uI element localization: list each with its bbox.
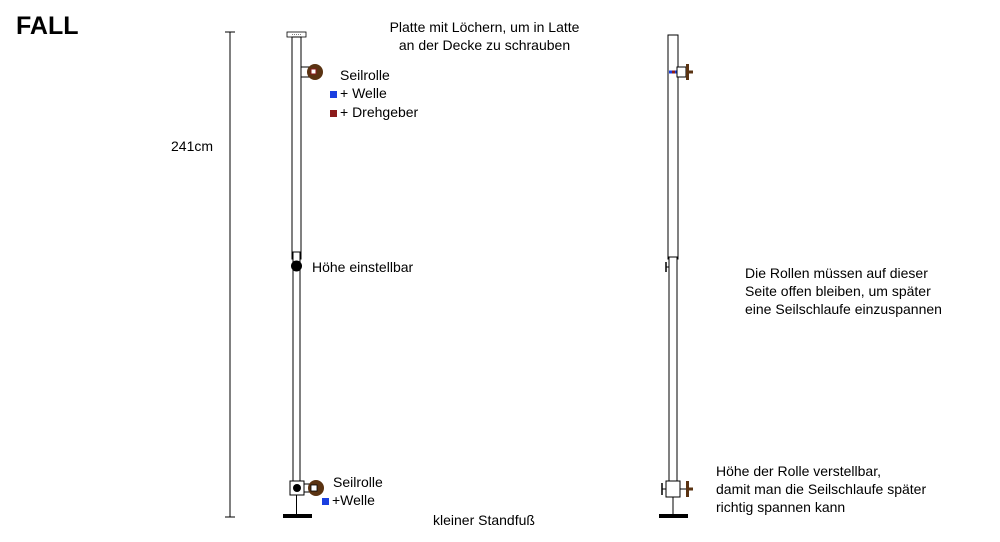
top-pulley-label: Seilrolle [340, 67, 390, 83]
top-shaft-text: + Welle [340, 85, 387, 101]
side-bottom-bracket [665, 480, 681, 498]
top-shaft-label: + Welle [330, 84, 387, 102]
side-lower-tube [668, 256, 678, 498]
roller-height-note-line-2: damit man die Seilschlaufe später [716, 481, 927, 497]
rollers-note-line-1: Die Rollen müssen auf dieser [745, 265, 928, 281]
rollers-note: Die Rollen müssen auf dieser Seite offen… [745, 264, 942, 318]
height-adjust-knob [291, 260, 302, 272]
top-axle [310, 68, 317, 75]
height-dimension-line [225, 31, 235, 518]
encoder-marker-icon [330, 110, 337, 117]
encoder-text: + Drehgeber [340, 104, 419, 120]
side-base-foot [659, 514, 688, 518]
bottom-shaft-text: +Welle [332, 492, 375, 508]
front-view-pole [283, 31, 324, 518]
lower-tube [292, 251, 301, 493]
base-foot [283, 514, 312, 518]
plate-annotation-line-1: Platte mit Löchern, um in Latte [389, 19, 580, 35]
foot-label: kleiner Standfuß [433, 512, 535, 528]
bottom-shaft-label: +Welle [322, 491, 375, 509]
bottom-axle [310, 484, 318, 492]
side-bottom-pulley [686, 481, 689, 497]
bottom-shaft-marker-icon [322, 498, 329, 505]
bottom-pulley-label: Seilrolle [333, 474, 383, 490]
plate-annotation-line-2: an der Decke zu schrauben [398, 37, 571, 53]
height-adjustable-label: Höhe einstellbar [312, 259, 414, 275]
rollers-note-line-2: Seite offen bleiben, um später [745, 283, 931, 299]
encoder-label: + Drehgeber [330, 103, 418, 121]
side-top-pulley [686, 64, 689, 80]
upper-tube [291, 36, 302, 260]
roller-height-note: Höhe der Rolle verstellbar, damit man di… [716, 462, 926, 516]
height-dimension-label: 241cm [171, 138, 214, 154]
side-top-bracket [676, 66, 687, 78]
plate-annotation: Platte mit Löchern, um in Latte an der D… [362, 18, 607, 54]
roller-height-note-line-1: Höhe der Rolle verstellbar, [716, 463, 881, 479]
side-view-pole [659, 34, 693, 518]
page-title: FALL [16, 12, 79, 40]
roller-height-note-line-3: richtig spannen kann [716, 499, 846, 515]
bottom-knob [293, 484, 301, 492]
shaft-marker-icon [330, 91, 337, 98]
rollers-note-line-3: eine Seilschlaufe einzuspannen [745, 301, 942, 317]
